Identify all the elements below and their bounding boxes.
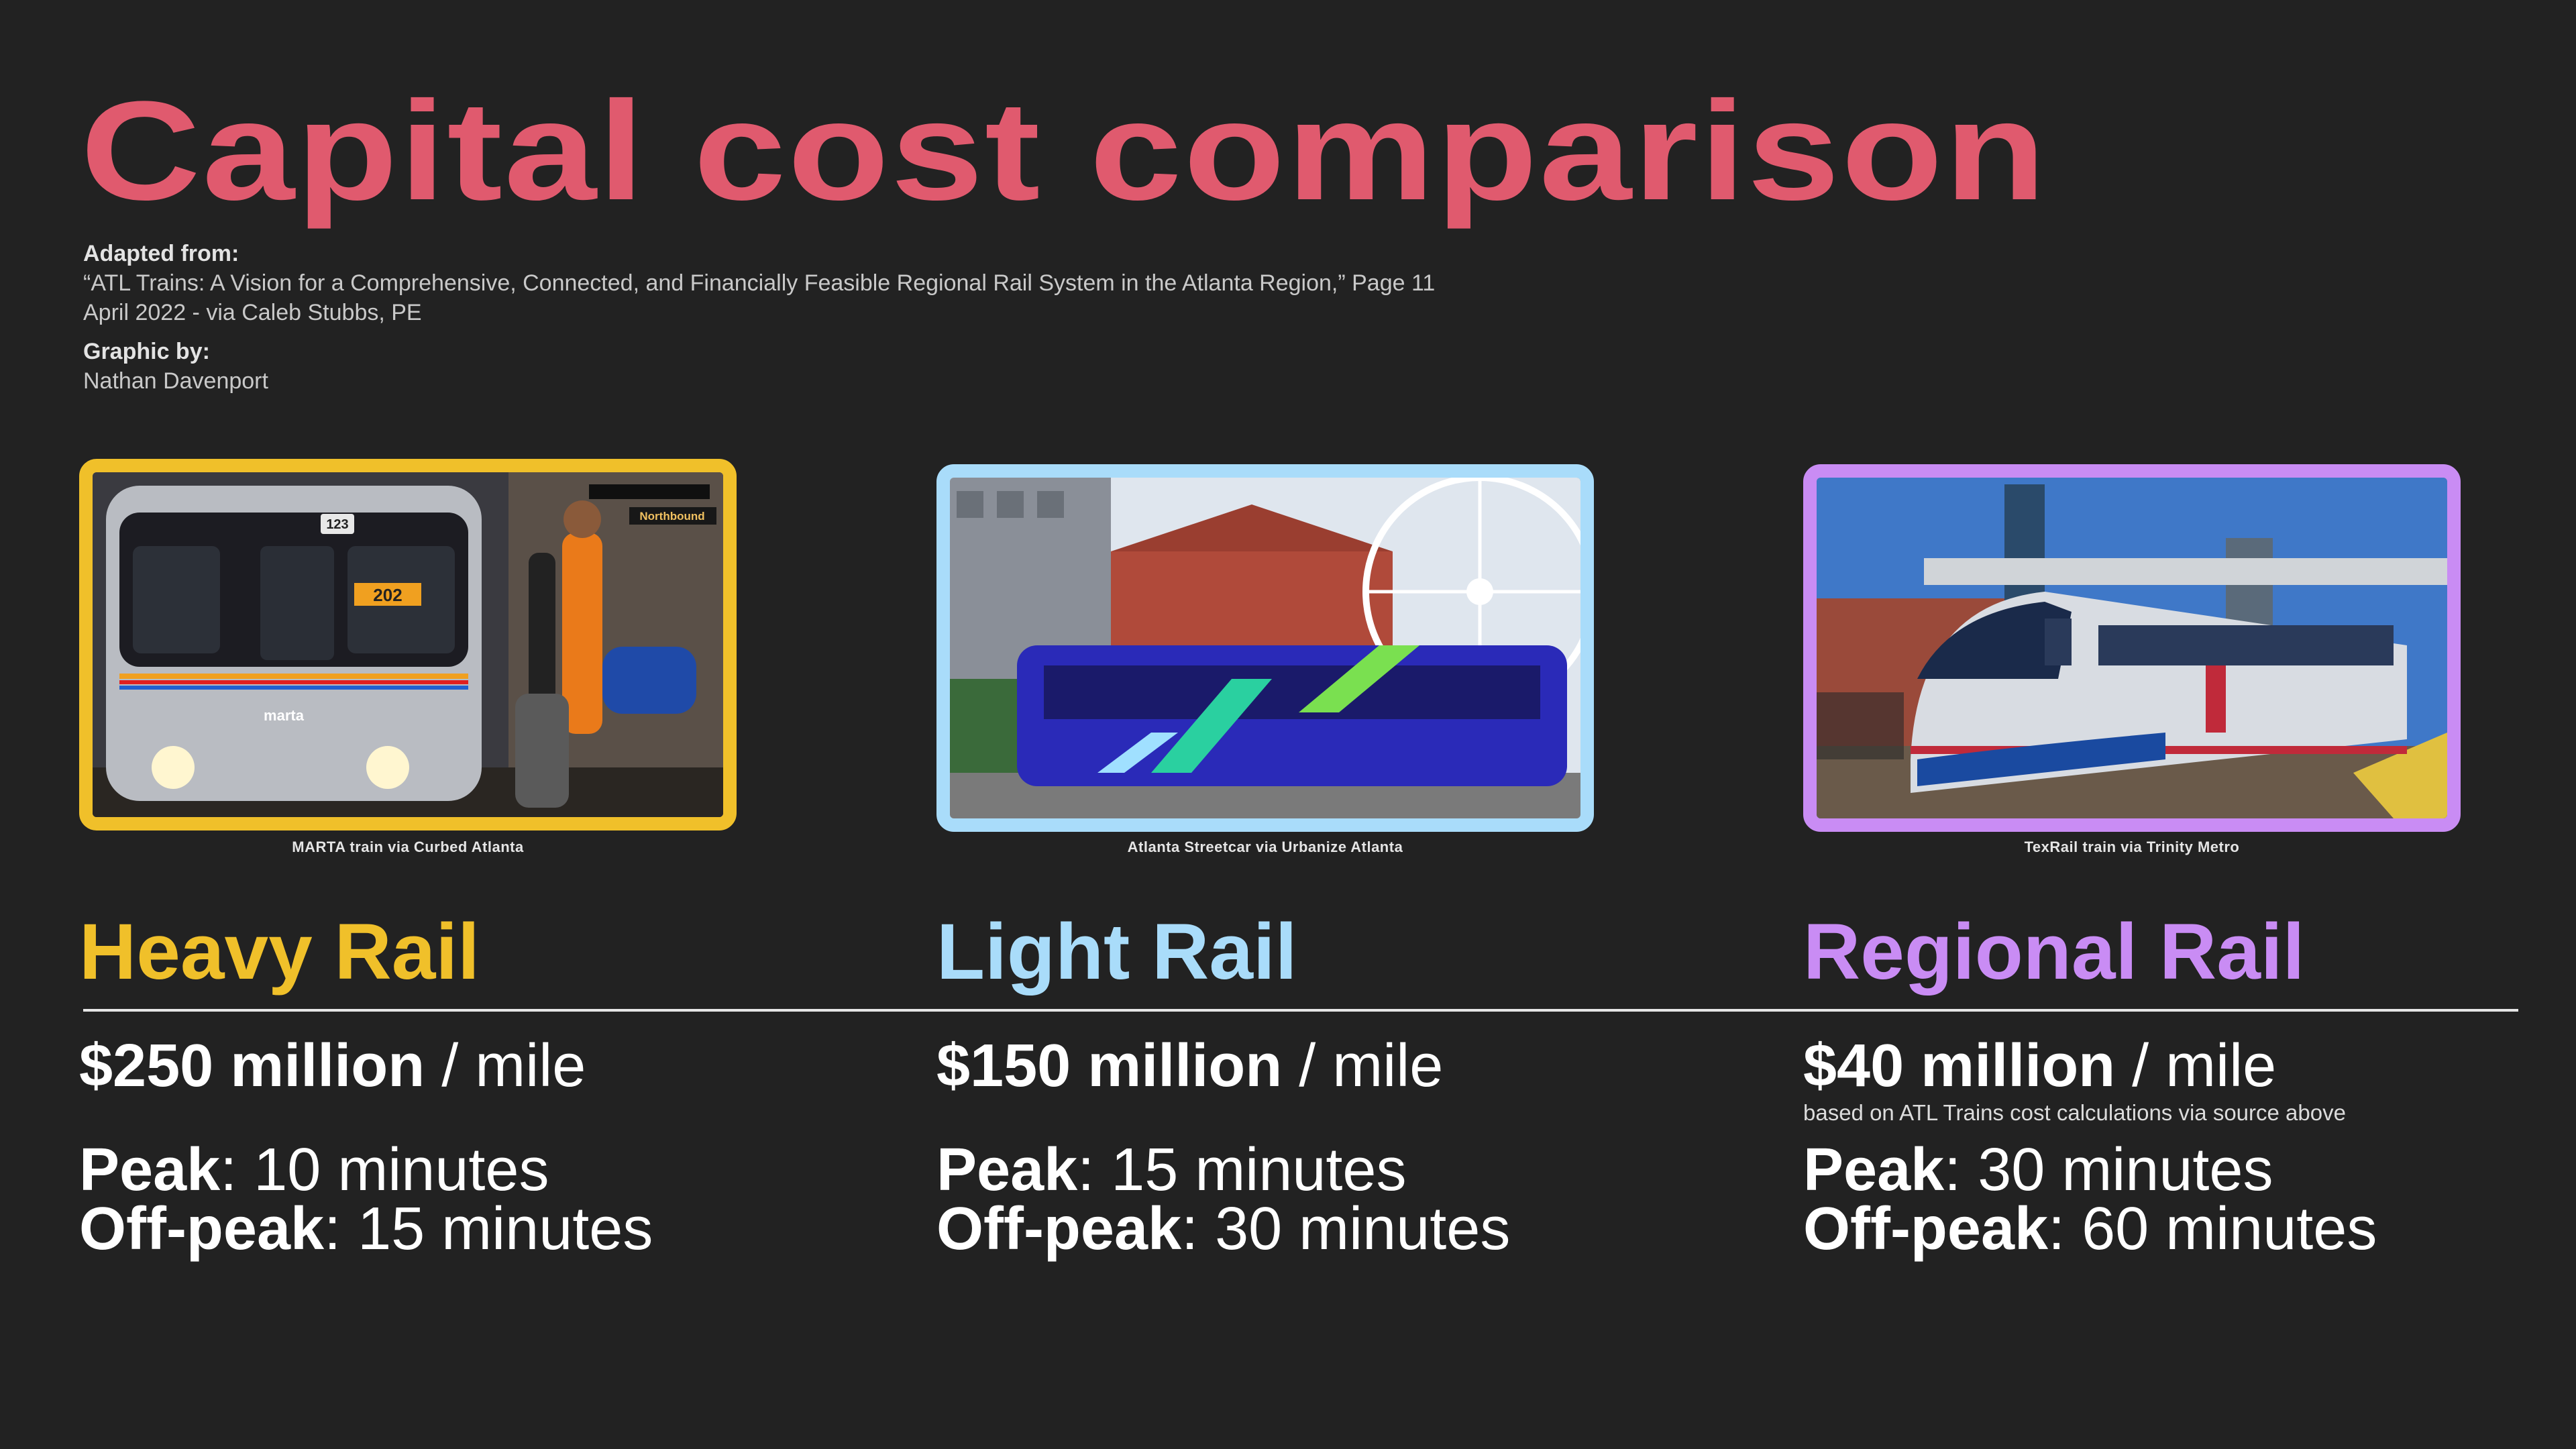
offpeak-value: : 15 minutes [324,1195,653,1263]
source-date: April 2022 - via Caleb Stubbs, PE [83,300,422,325]
peak-value: : 10 minutes [220,1136,549,1203]
credits: Adapted from: “ATL Trains: A Vision for … [83,239,1435,396]
photo-caption: MARTA train via Curbed Atlanta [292,839,524,855]
service-frequency: Peak: 10 minutes Off-peak: 15 minutes [79,1140,653,1259]
peak-value: : 15 minutes [1077,1136,1407,1203]
rail-type-heading: Heavy Rail [79,908,480,996]
light-rail-photo [936,464,1594,832]
page-title: Capital cost comparison [80,72,2048,229]
offpeak-value: : 30 minutes [1181,1195,1511,1263]
regional-rail-photo [1803,464,2461,832]
marta-platform-sign: Northbound [639,510,704,523]
marta-car-number: 123 [326,517,348,532]
marta-train-image: 202 123 marta Northbound [93,472,723,817]
regional-rail-column: TexRail train via Trinity Metro Regional… [1803,0,2474,1449]
cost-unit: / mile [425,1032,586,1099]
marta-route-number: 202 [373,585,402,605]
adapted-from-heading: Adapted from: [83,241,239,266]
source-citation: “ATL Trains: A Vision for a Comprehensiv… [83,270,1436,296]
cost-amount: $250 million [79,1032,425,1099]
cost-note: based on ATL Trains cost calculations vi… [1803,1100,2346,1125]
offpeak-label: Off-peak [936,1195,1182,1263]
service-frequency: Peak: 30 minutes Off-peak: 60 minutes [1803,1140,2377,1259]
light-rail-column: Atlanta Streetcar via Urbanize Atlanta L… [936,0,1607,1449]
peak-label: Peak [1803,1136,1945,1203]
cost-per-mile: $250 million / mile [79,1033,586,1099]
texrail-train-image [1817,478,2447,818]
offpeak-label: Off-peak [79,1195,325,1263]
heavy-rail-photo: 202 123 marta Northbound [79,459,737,830]
heavy-rail-column: 202 123 marta Northbound [79,0,750,1449]
cost-unit: / mile [2115,1032,2277,1099]
graphic-by-heading: Graphic by: [83,339,210,364]
cost-unit: / mile [1282,1032,1444,1099]
cost-per-mile: $150 million / mile [936,1033,1443,1099]
rail-type-heading: Regional Rail [1803,908,2305,996]
peak-value: : 30 minutes [1944,1136,2273,1203]
peak-label: Peak [79,1136,221,1203]
streetcar-image [950,478,1580,818]
marta-logo-text: marta [264,707,305,724]
section-divider [83,1009,2518,1012]
offpeak-value: : 60 minutes [2048,1195,2377,1263]
service-frequency: Peak: 15 minutes Off-peak: 30 minutes [936,1140,1510,1259]
cost-amount: $150 million [936,1032,1283,1099]
cost-amount: $40 million [1803,1032,2116,1099]
graphic-author: Nathan Davenport [83,368,268,394]
cost-per-mile: $40 million / mile [1803,1033,2276,1099]
rail-type-heading: Light Rail [936,908,1297,996]
peak-label: Peak [936,1136,1078,1203]
photo-caption: Atlanta Streetcar via Urbanize Atlanta [1127,839,1403,855]
photo-caption: TexRail train via Trinity Metro [2024,839,2240,855]
offpeak-label: Off-peak [1803,1195,2049,1263]
